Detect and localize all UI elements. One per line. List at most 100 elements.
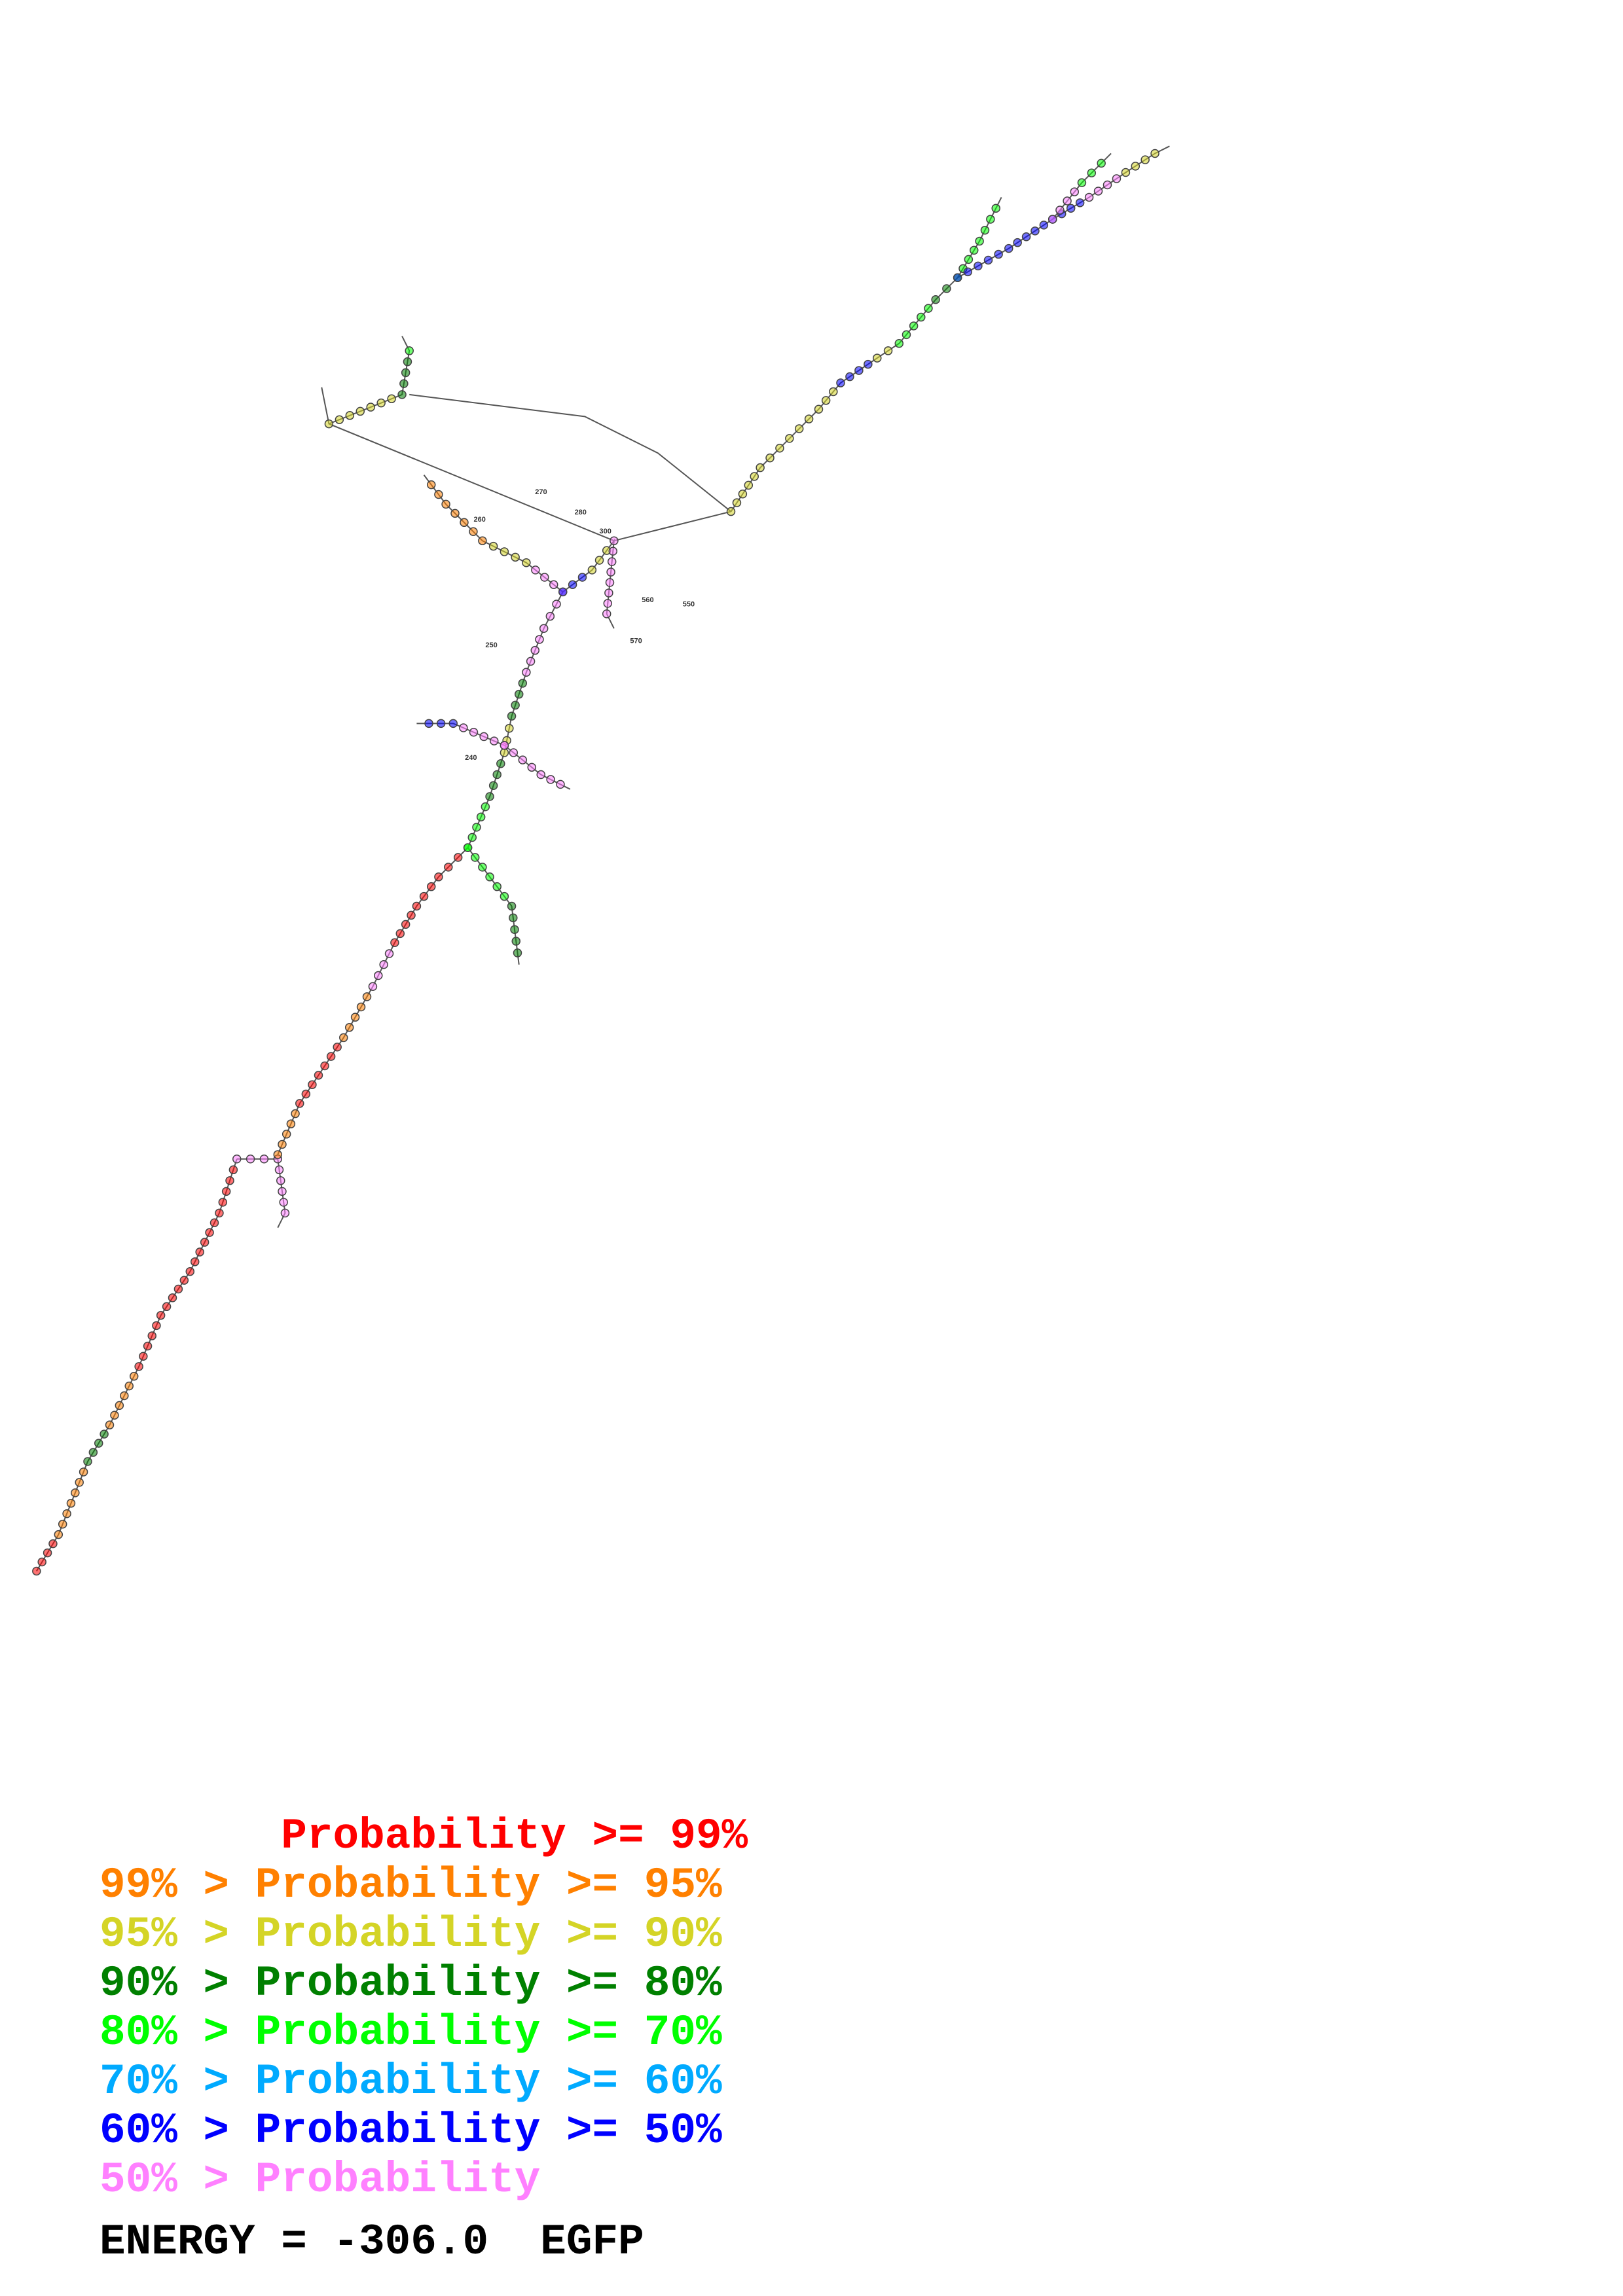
nucleotide [1039, 221, 1049, 230]
nucleotide [1021, 232, 1031, 242]
nucleotide [301, 1089, 311, 1099]
nucleotide [602, 609, 611, 619]
nucleotide [168, 1293, 177, 1302]
legend-row-70: 80% > Probability >= 70% [100, 2008, 722, 2057]
position-label: 560 [642, 596, 653, 604]
nucleotide [274, 1165, 284, 1175]
nucleotide [374, 971, 383, 980]
nucleotide [738, 490, 748, 499]
nucleotide [124, 1381, 134, 1391]
nucleotide [540, 573, 549, 582]
nucleotide [434, 872, 443, 882]
nucleotide [750, 472, 759, 481]
nucleotide [1131, 162, 1140, 171]
nucleotide [530, 645, 540, 655]
nucleotide [522, 558, 531, 567]
nucleotide [1097, 158, 1106, 168]
nucleotide [280, 1208, 290, 1218]
nucleotide [836, 378, 845, 387]
nucleotide [603, 599, 613, 608]
nucleotide [511, 937, 520, 946]
nucleotide [295, 1099, 304, 1108]
nucleotide [1150, 149, 1159, 158]
nucleotide [511, 700, 520, 710]
nucleotide [845, 372, 854, 382]
nucleotide [1084, 192, 1094, 202]
nucleotide [88, 1448, 98, 1457]
nucleotide [62, 1509, 71, 1518]
backbone-segment [409, 393, 732, 512]
nucleotide [326, 1052, 336, 1061]
nucleotide [366, 403, 375, 412]
nucleotide [399, 379, 409, 388]
nucleotide [459, 723, 468, 732]
backbone-segment [321, 387, 615, 542]
position-label: 250 [485, 641, 497, 649]
nucleotide [152, 1321, 161, 1331]
nucleotide [339, 1033, 348, 1043]
nucleotide [804, 414, 814, 423]
nucleotide [1063, 196, 1072, 206]
nucleotide [470, 853, 480, 862]
nucleotide [785, 434, 794, 443]
nucleotide [608, 547, 618, 556]
nucleotide [320, 1061, 329, 1071]
nucleotide [513, 948, 522, 958]
nucleotide [179, 1276, 189, 1285]
nucleotide [1030, 226, 1040, 236]
nucleotide [291, 1109, 300, 1119]
nucleotide [500, 891, 509, 901]
nucleotide [379, 960, 388, 969]
legend-row-99: Probability >= 99% [100, 1812, 748, 1861]
nucleotide [314, 1071, 323, 1080]
position-label: 280 [575, 509, 587, 516]
nucleotide [509, 913, 518, 923]
nucleotide [344, 1023, 354, 1032]
nucleotide [467, 833, 477, 842]
nucleotide [205, 1228, 214, 1237]
nucleotide [472, 823, 481, 832]
nucleotide [105, 1420, 115, 1429]
nucleotide [403, 357, 412, 367]
nucleotide [397, 390, 407, 399]
nucleotide [606, 567, 615, 577]
energy-label: ENERGY = -306.0 EGFP [100, 2217, 644, 2267]
nucleotide [120, 1391, 129, 1401]
position-label: 240 [465, 754, 477, 762]
nucleotide [1087, 168, 1097, 177]
nucleotide [426, 882, 436, 891]
position-label: 550 [683, 601, 695, 609]
nucleotide [814, 404, 824, 414]
nucleotide [1070, 187, 1080, 196]
nucleotide [522, 668, 531, 677]
nucleotide [496, 759, 505, 768]
backbone-segment [236, 1158, 286, 1229]
nucleotide [975, 236, 984, 246]
nucleotide [37, 1557, 46, 1567]
nucleotide [1055, 206, 1065, 215]
nucleotide [821, 396, 831, 405]
nucleotide [32, 1566, 41, 1576]
nucleotide [500, 748, 509, 757]
nucleotide [894, 339, 904, 348]
nucleotide [902, 330, 911, 340]
nucleotide [963, 267, 972, 277]
nucleotide [587, 565, 597, 575]
nucleotide [924, 304, 933, 313]
nucleotide [492, 882, 501, 891]
nucleotide [604, 588, 613, 598]
nucleotide [66, 1499, 76, 1508]
nucleotide [424, 719, 433, 728]
nucleotide [1048, 215, 1057, 224]
nucleotide [162, 1302, 172, 1312]
nucleotide [476, 812, 486, 821]
nucleotide [345, 411, 355, 420]
nucleotide [218, 1198, 228, 1207]
nucleotide [536, 770, 545, 780]
nucleotide [441, 499, 450, 509]
nucleotide [500, 741, 509, 750]
nucleotide [139, 1352, 148, 1361]
nucleotide [531, 565, 540, 575]
nucleotide [765, 453, 775, 463]
nucleotide [401, 368, 410, 378]
